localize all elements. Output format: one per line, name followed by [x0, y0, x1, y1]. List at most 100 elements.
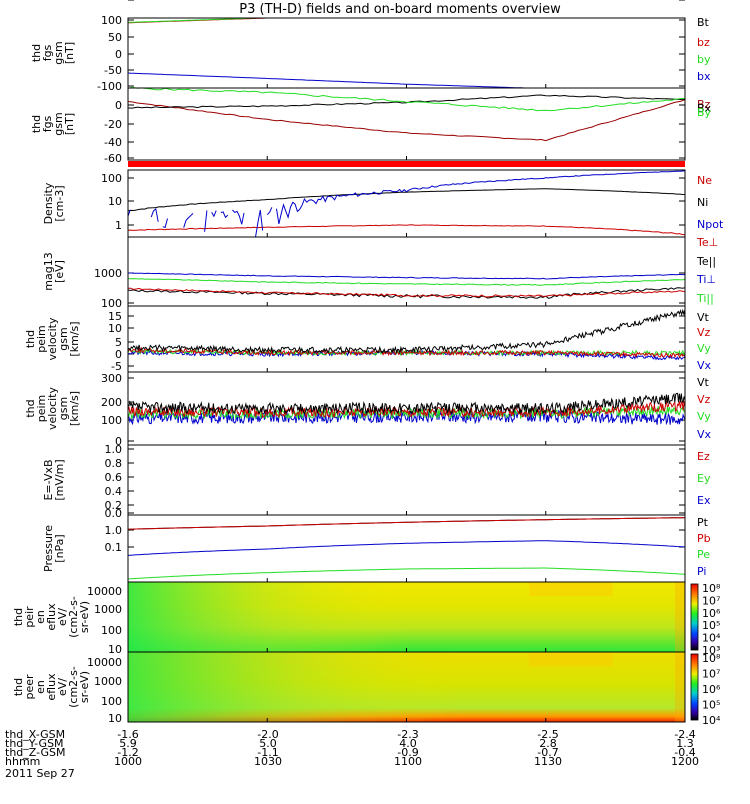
footer-row-value: -2.3 [397, 728, 418, 741]
y-tick-label: -40 [104, 136, 122, 149]
legend-entry: Ex [697, 494, 711, 507]
colorbar-label: 10³ [702, 644, 720, 657]
series-line-2-Npot [127, 170, 686, 237]
panel-8: Pressure[nPa] 1.0 0.1 Pt Pb Pe Pi [42, 516, 711, 578]
y-axis-label: [nT] [63, 42, 76, 64]
y-axis-label: [nT] [63, 113, 76, 135]
y-tick-label: 1000 [94, 675, 122, 688]
legend-entry: Vz [697, 393, 711, 406]
footer-row-label: hhmm [5, 755, 40, 768]
panel-frame [127, 514, 686, 583]
legend-entry: Ez [697, 450, 710, 463]
footer-row-value: 5.9 [119, 737, 137, 750]
y-tick-label: 100 [101, 414, 122, 427]
y-axis-label: velocity [46, 387, 59, 430]
colorbar-label: 10⁶ [702, 683, 721, 696]
series-line-3-Tipar [127, 278, 686, 286]
footer-row-label: thd_Y-GSM [5, 737, 64, 750]
legend-entry: Vx [697, 428, 712, 441]
footer-row-value: -0.9 [397, 746, 418, 759]
y-tick-label: 1 [115, 219, 122, 232]
colorbar-label: 10⁵ [702, 619, 720, 632]
y-tick-label: 1000 [94, 603, 122, 616]
y-tick-label: -60 [104, 152, 122, 165]
legend-entry: Pt [697, 516, 709, 529]
y-tick-label: 10000 [87, 656, 122, 669]
y-tick-label: 0.6 [105, 471, 123, 484]
colorbar-label: 10⁵ [702, 699, 720, 712]
y-axis-label: (cm2-s- [67, 596, 80, 638]
y-tick-label: -5 [111, 360, 122, 373]
legend-entry: Ni [697, 196, 708, 209]
footer-row-value: 1000 [114, 755, 142, 768]
y-tick-label: 100 [101, 14, 122, 27]
colorbar [690, 583, 699, 651]
spectrogram-overlay [128, 582, 685, 652]
y-axis-label: peir [23, 606, 36, 628]
panel-4: mag13[eV] 1000 100 Te⊥ Te|| Ti⊥ Ti|| [42, 236, 718, 310]
legend-entry: Ti⊥ [696, 273, 716, 286]
y-tick-label: 0.0 [105, 507, 123, 520]
y-axis-label: gsm [57, 397, 70, 420]
series-line-1-By [127, 86, 686, 112]
footer-row-value: 1100 [394, 755, 422, 768]
y-tick-label: 0.1 [105, 541, 123, 554]
y-axis-label: sr-eV) [78, 671, 91, 703]
y-axis-label: peim [35, 325, 48, 353]
legend-entry: Bz [697, 98, 711, 111]
legend-entry: Pi [697, 565, 706, 578]
y-tick-label: -20 [104, 118, 122, 131]
y-tick-label: -50 [104, 64, 122, 77]
y-axis-label: mag13 [42, 252, 55, 290]
panel-frame [127, 305, 686, 373]
y-tick-label: 1.0 [105, 524, 123, 537]
y-tick-label: 10 [108, 643, 122, 656]
y-axis-label: gsm [52, 112, 65, 135]
y-axis-label: thd [24, 399, 37, 417]
panel-frame [127, 17, 686, 89]
footer-row-value: -0.4 [674, 746, 695, 759]
y-axis-label: eV/ [56, 678, 69, 696]
legend-entry: Pb [697, 532, 711, 545]
footer-row-value: -2.5 [537, 728, 558, 741]
spectrogram-edge [675, 582, 685, 652]
footer-row-value: 1030 [254, 755, 282, 768]
spectrogram-overlay [128, 652, 685, 722]
colorbar-label: 10⁷ [702, 594, 720, 607]
footer-row-value: 5.0 [259, 737, 277, 750]
y-axis-label: eflux [45, 603, 58, 631]
footer-date: 2011 Sep 27 [5, 767, 75, 780]
footer-row-value: 1.3 [676, 737, 694, 750]
y-tick-label: 300 [101, 372, 122, 385]
colorbar-label: 10⁸ [702, 652, 721, 665]
y-axis-label: en [34, 680, 47, 694]
legend-entry: By [697, 106, 712, 119]
y-axis-label: Pressure [42, 525, 55, 572]
y-axis-label: [mV/m] [53, 459, 66, 500]
panel-6: thdpeimvelocitygsm[km/s]3002001000-100-2… [24, 0, 712, 448]
y-tick-label: 0 [115, 48, 122, 61]
series-line-1-Bz [127, 99, 686, 142]
y-axis-label: velocity [46, 317, 59, 360]
colorbar-label: 10⁸ [702, 582, 721, 595]
footer-row-value: -1.6 [117, 728, 138, 741]
y-axis-label: [eV] [53, 260, 66, 283]
y-tick-label: 1000 [94, 267, 122, 280]
legend-entry: Bx [697, 102, 712, 115]
y-axis-label: en [34, 610, 47, 624]
y-axis-label: fgs [41, 44, 54, 61]
y-axis-label: [nPa] [53, 534, 66, 562]
y-tick-label: 0 [115, 99, 122, 112]
y-tick-label: 0 [115, 435, 122, 448]
y-axis-label: thd [30, 44, 43, 62]
series-line-7-Pe [127, 567, 686, 580]
panel-frame [127, 444, 686, 516]
series-line-3-Tiperp [128, 272, 686, 280]
y-tick-label: -100 [97, 0, 122, 3]
series-line-3-Tepar [127, 287, 686, 299]
y-tick-label: 100 [101, 297, 122, 310]
